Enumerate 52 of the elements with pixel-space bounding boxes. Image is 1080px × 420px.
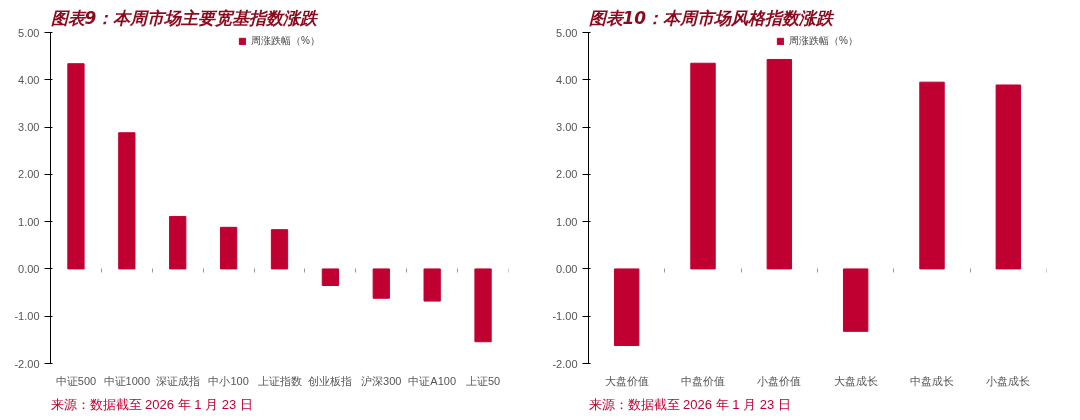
y-tick-label: -1.00 [552,310,578,323]
x-tick-label: 中盘成长 [910,374,954,387]
bar [474,268,492,343]
y-tick-label: -2.00 [552,357,578,370]
bar [613,268,640,347]
y-tick-label: 3.00 [556,121,578,134]
y-tick-label: 2.00 [556,168,578,181]
source-note: 来源：数据截至 2026 年 1 月 23 日 [50,396,253,412]
x-tick-label: 中证A100 [408,374,457,387]
x-tick-label: 大盘成长 [833,374,878,387]
x-tick-label: 上证50 [465,374,501,387]
y-tick-label: 5.00 [556,26,578,39]
x-tick-label: 沪深300 [361,374,402,387]
bar [690,62,716,270]
source-note: 来源：数据截至 2026 年 1 月 23 日 [588,396,791,412]
y-tick-label: 0.00 [18,262,40,275]
y-tick-label: 4.00 [556,73,578,86]
bar [766,58,793,270]
y-tick-label: 5.00 [18,26,40,39]
y-tick-label: 1.00 [556,215,578,228]
x-tick-label: 创业板指 [308,374,353,387]
legend-label: 周涨跌幅（%） [789,34,858,48]
bar [219,226,238,270]
legend-label: 周涨跌幅（%） [251,34,320,48]
bar [321,268,340,286]
x-tick-label: 上证指数 [257,374,302,387]
bar [270,229,289,270]
x-tick-label: 中盘价值 [681,374,725,387]
y-tick-label: 0.00 [556,262,578,275]
y-tick-label: 1.00 [18,215,40,228]
bar [842,268,869,332]
bar [67,63,85,270]
y-tick-label: 4.00 [18,73,40,86]
y-tick-label: -1.00 [14,310,40,323]
x-tick-label: 小盘成长 [986,374,1031,387]
bar [919,81,945,270]
x-tick-label: 中小100 [208,374,249,387]
x-tick-label: 中证500 [55,374,97,387]
x-tick-label: 深证成指 [155,374,200,387]
chart-title: 图表9：本周市场主要宽基指数涨跌 [50,7,320,28]
y-tick-label: 2.00 [18,168,40,181]
x-tick-label: 小盘价值 [757,374,802,387]
chart-title: 图表10：本周市场风格指数涨跌 [588,7,836,28]
bar [995,84,1022,270]
bar [118,132,136,270]
bar [372,268,390,299]
x-tick-label: 中证1000 [103,374,151,387]
bar [169,215,187,270]
y-tick-label: -2.00 [14,357,40,370]
x-tick-label: 大盘价值 [604,374,649,387]
y-tick-label: 3.00 [18,121,40,134]
bar [423,268,441,302]
